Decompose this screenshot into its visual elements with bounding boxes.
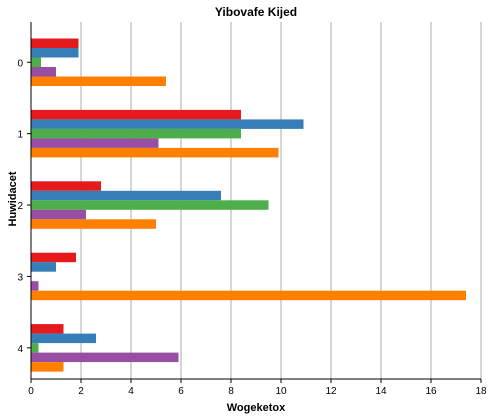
bar-cat2-series1 — [31, 190, 221, 201]
bar-cat2-series4 — [31, 219, 156, 229]
bar-cat1-series2 — [31, 128, 241, 139]
bar-cat4-series2 — [31, 343, 39, 353]
bar-cat1-series0 — [31, 109, 241, 120]
chart-title: Yibovafe Kijed — [215, 5, 297, 19]
axes — [27, 22, 482, 383]
x-tick-label-6: 6 — [178, 386, 184, 397]
x-tick-label-16: 16 — [425, 386, 437, 397]
bar-cat0-series4 — [31, 76, 166, 86]
y-tick-label-3: 3 — [17, 272, 23, 283]
bars — [31, 38, 466, 372]
y-tick-label-1: 1 — [17, 130, 23, 141]
y-tick-label-4: 4 — [17, 344, 23, 355]
x-tick-label-12: 12 — [325, 386, 337, 397]
bar-cat3-series3 — [31, 281, 39, 291]
bar-cat0-series2 — [31, 57, 41, 67]
bar-cat3-series0 — [31, 252, 76, 263]
x-tick-label-4: 4 — [128, 386, 134, 397]
bar-cat4-series1 — [31, 333, 96, 344]
bar-cat1-series1 — [31, 119, 304, 129]
y-axis-title: Huwidacet — [7, 171, 19, 226]
bar-cat0-series0 — [31, 38, 79, 48]
y-tick-label-2: 2 — [17, 201, 23, 212]
bar-cat4-series3 — [31, 352, 179, 363]
x-tick-label-18: 18 — [475, 386, 487, 397]
bar-cat4-series0 — [31, 324, 64, 334]
bar-cat4-series4 — [31, 362, 64, 372]
x-tick-label-2: 2 — [78, 386, 84, 397]
x-tick-label-14: 14 — [375, 386, 387, 397]
bar-cat3-series4 — [31, 290, 466, 301]
bar-cat0-series1 — [31, 48, 79, 58]
y-tick-label-0: 0 — [17, 58, 23, 69]
bar-cat2-series2 — [31, 200, 269, 210]
bar-cat2-series3 — [31, 209, 86, 220]
bar-cat1-series3 — [31, 138, 159, 148]
x-tick-label-0: 0 — [28, 386, 34, 397]
x-tick-label-8: 8 — [228, 386, 234, 397]
bar-cat2-series0 — [31, 181, 101, 191]
bar-cat3-series1 — [31, 262, 56, 272]
x-tick-label-10: 10 — [275, 386, 287, 397]
x-axis-title: Wogeketox — [227, 402, 286, 414]
bar-cat0-series3 — [31, 67, 56, 77]
bar-cat1-series4 — [31, 147, 279, 158]
